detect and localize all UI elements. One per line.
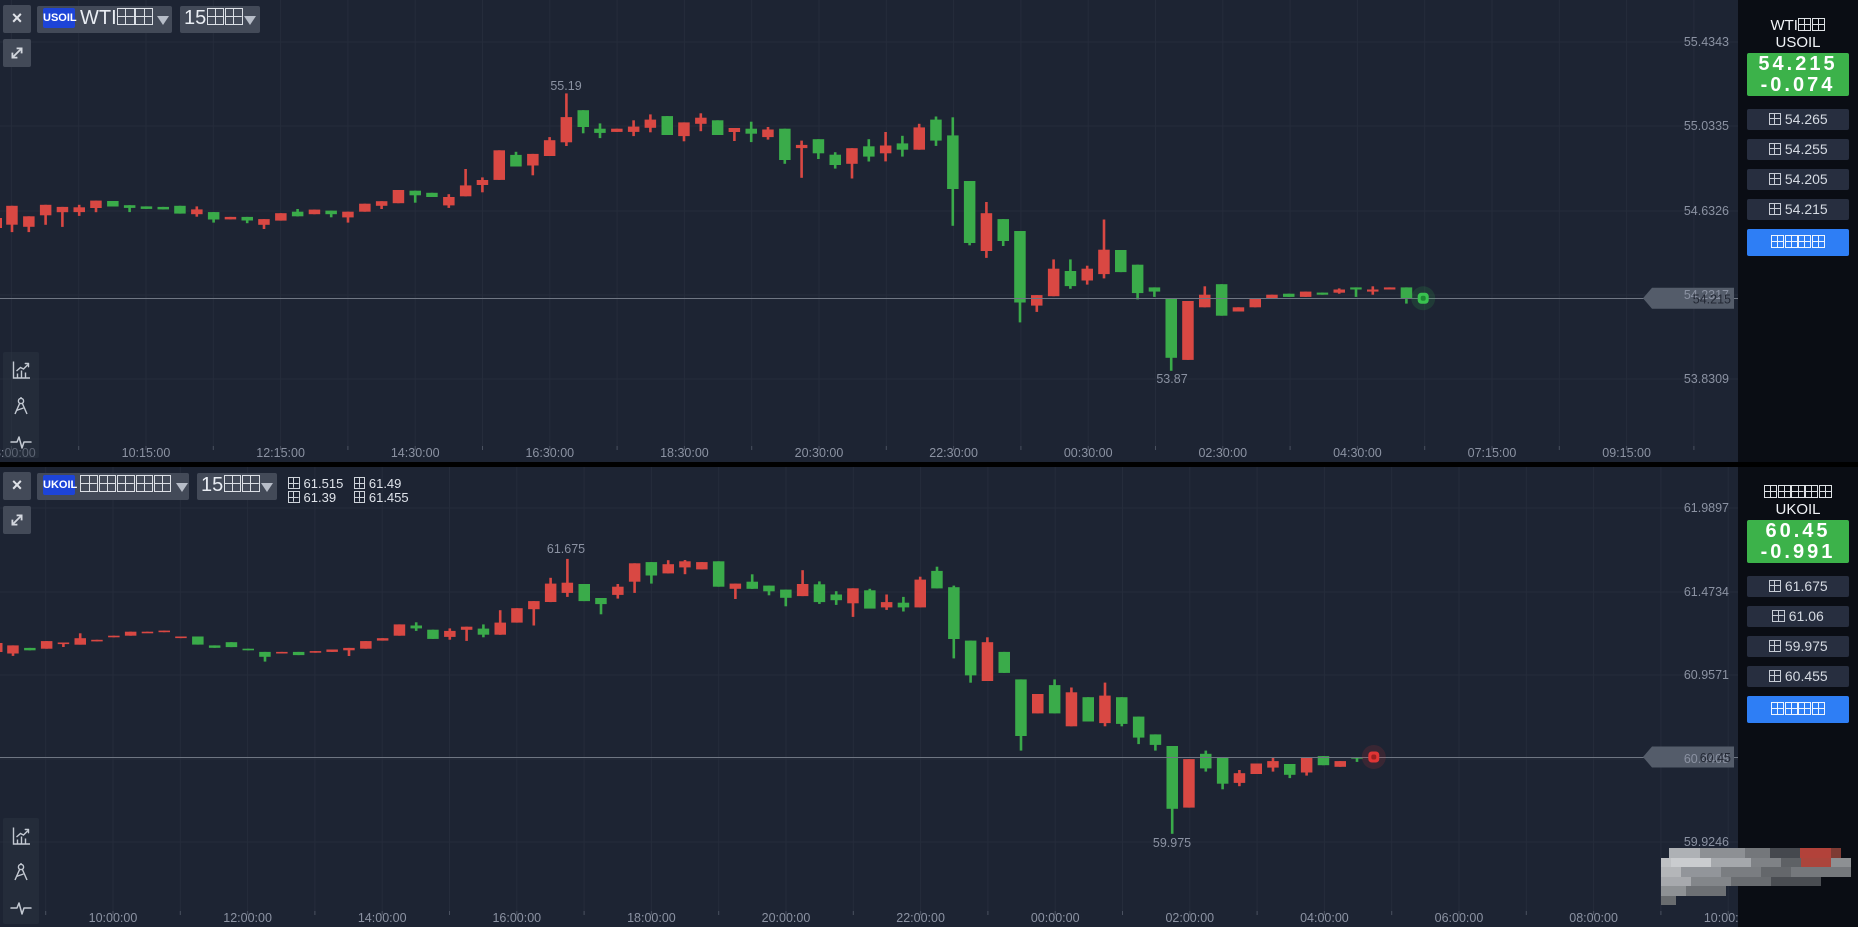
svg-text:14:00:00: 14:00:00	[358, 911, 407, 925]
svg-text:10:00:00: 10:00:00	[89, 911, 138, 925]
svg-text:60.45: 60.45	[1700, 751, 1731, 765]
svg-text:09:15:00: 09:15:00	[1602, 446, 1651, 460]
svg-text:16:30:00: 16:30:00	[525, 446, 574, 460]
svg-text:07:15:00: 07:15:00	[1468, 446, 1517, 460]
svg-text:54.215: 54.215	[1693, 292, 1731, 306]
svg-text:06:00:00: 06:00:00	[1435, 911, 1484, 925]
svg-text:22:30:00: 22:30:00	[929, 446, 978, 460]
svg-text:12:15:00: 12:15:00	[256, 446, 305, 460]
svg-text:54.2317: 54.2317	[1684, 288, 1729, 302]
svg-text:04:00:00: 04:00:00	[1300, 911, 1349, 925]
svg-text:53.87: 53.87	[1156, 372, 1187, 386]
svg-text:00:00:00: 00:00:00	[1031, 911, 1080, 925]
svg-text:18:30:00: 18:30:00	[660, 446, 709, 460]
svg-text:61.9897: 61.9897	[1684, 501, 1729, 515]
svg-text:04:30:00: 04:30:00	[1333, 446, 1382, 460]
svg-text:11:15:00: 11:15:00	[1737, 446, 1738, 460]
svg-text:55.19: 55.19	[550, 79, 581, 93]
svg-text:02:00:00: 02:00:00	[1165, 911, 1214, 925]
svg-text:20:30:00: 20:30:00	[795, 446, 844, 460]
svg-text:53.8309: 53.8309	[1684, 372, 1729, 386]
svg-text:08:00:00: 08:00:00	[1569, 911, 1618, 925]
svg-text:20:00:00: 20:00:00	[762, 911, 811, 925]
svg-text:16:00:00: 16:00:00	[492, 911, 541, 925]
svg-text:60.4408: 60.4408	[1684, 752, 1729, 766]
svg-text:12:00:00: 12:00:00	[223, 911, 272, 925]
svg-text:54.6326: 54.6326	[1684, 204, 1729, 218]
svg-text:61.675: 61.675	[547, 542, 585, 556]
svg-text:00:30:00: 00:30:00	[1064, 446, 1113, 460]
svg-text:61.4734: 61.4734	[1684, 585, 1729, 599]
svg-text:55.4343: 55.4343	[1684, 35, 1729, 49]
svg-text:10:00:00: 10:00:00	[1704, 911, 1738, 925]
svg-text:10:15:00: 10:15:00	[122, 446, 171, 460]
svg-text:59.9246: 59.9246	[1684, 835, 1729, 849]
svg-text:22:00:00: 22:00:00	[896, 911, 945, 925]
svg-text:18:00:00: 18:00:00	[627, 911, 676, 925]
svg-text:55.0335: 55.0335	[1684, 119, 1729, 133]
svg-text:60.9571: 60.9571	[1684, 668, 1729, 682]
svg-text:59.975: 59.975	[1153, 836, 1191, 850]
svg-text:14:30:00: 14:30:00	[391, 446, 440, 460]
svg-text:02:30:00: 02:30:00	[1198, 446, 1247, 460]
